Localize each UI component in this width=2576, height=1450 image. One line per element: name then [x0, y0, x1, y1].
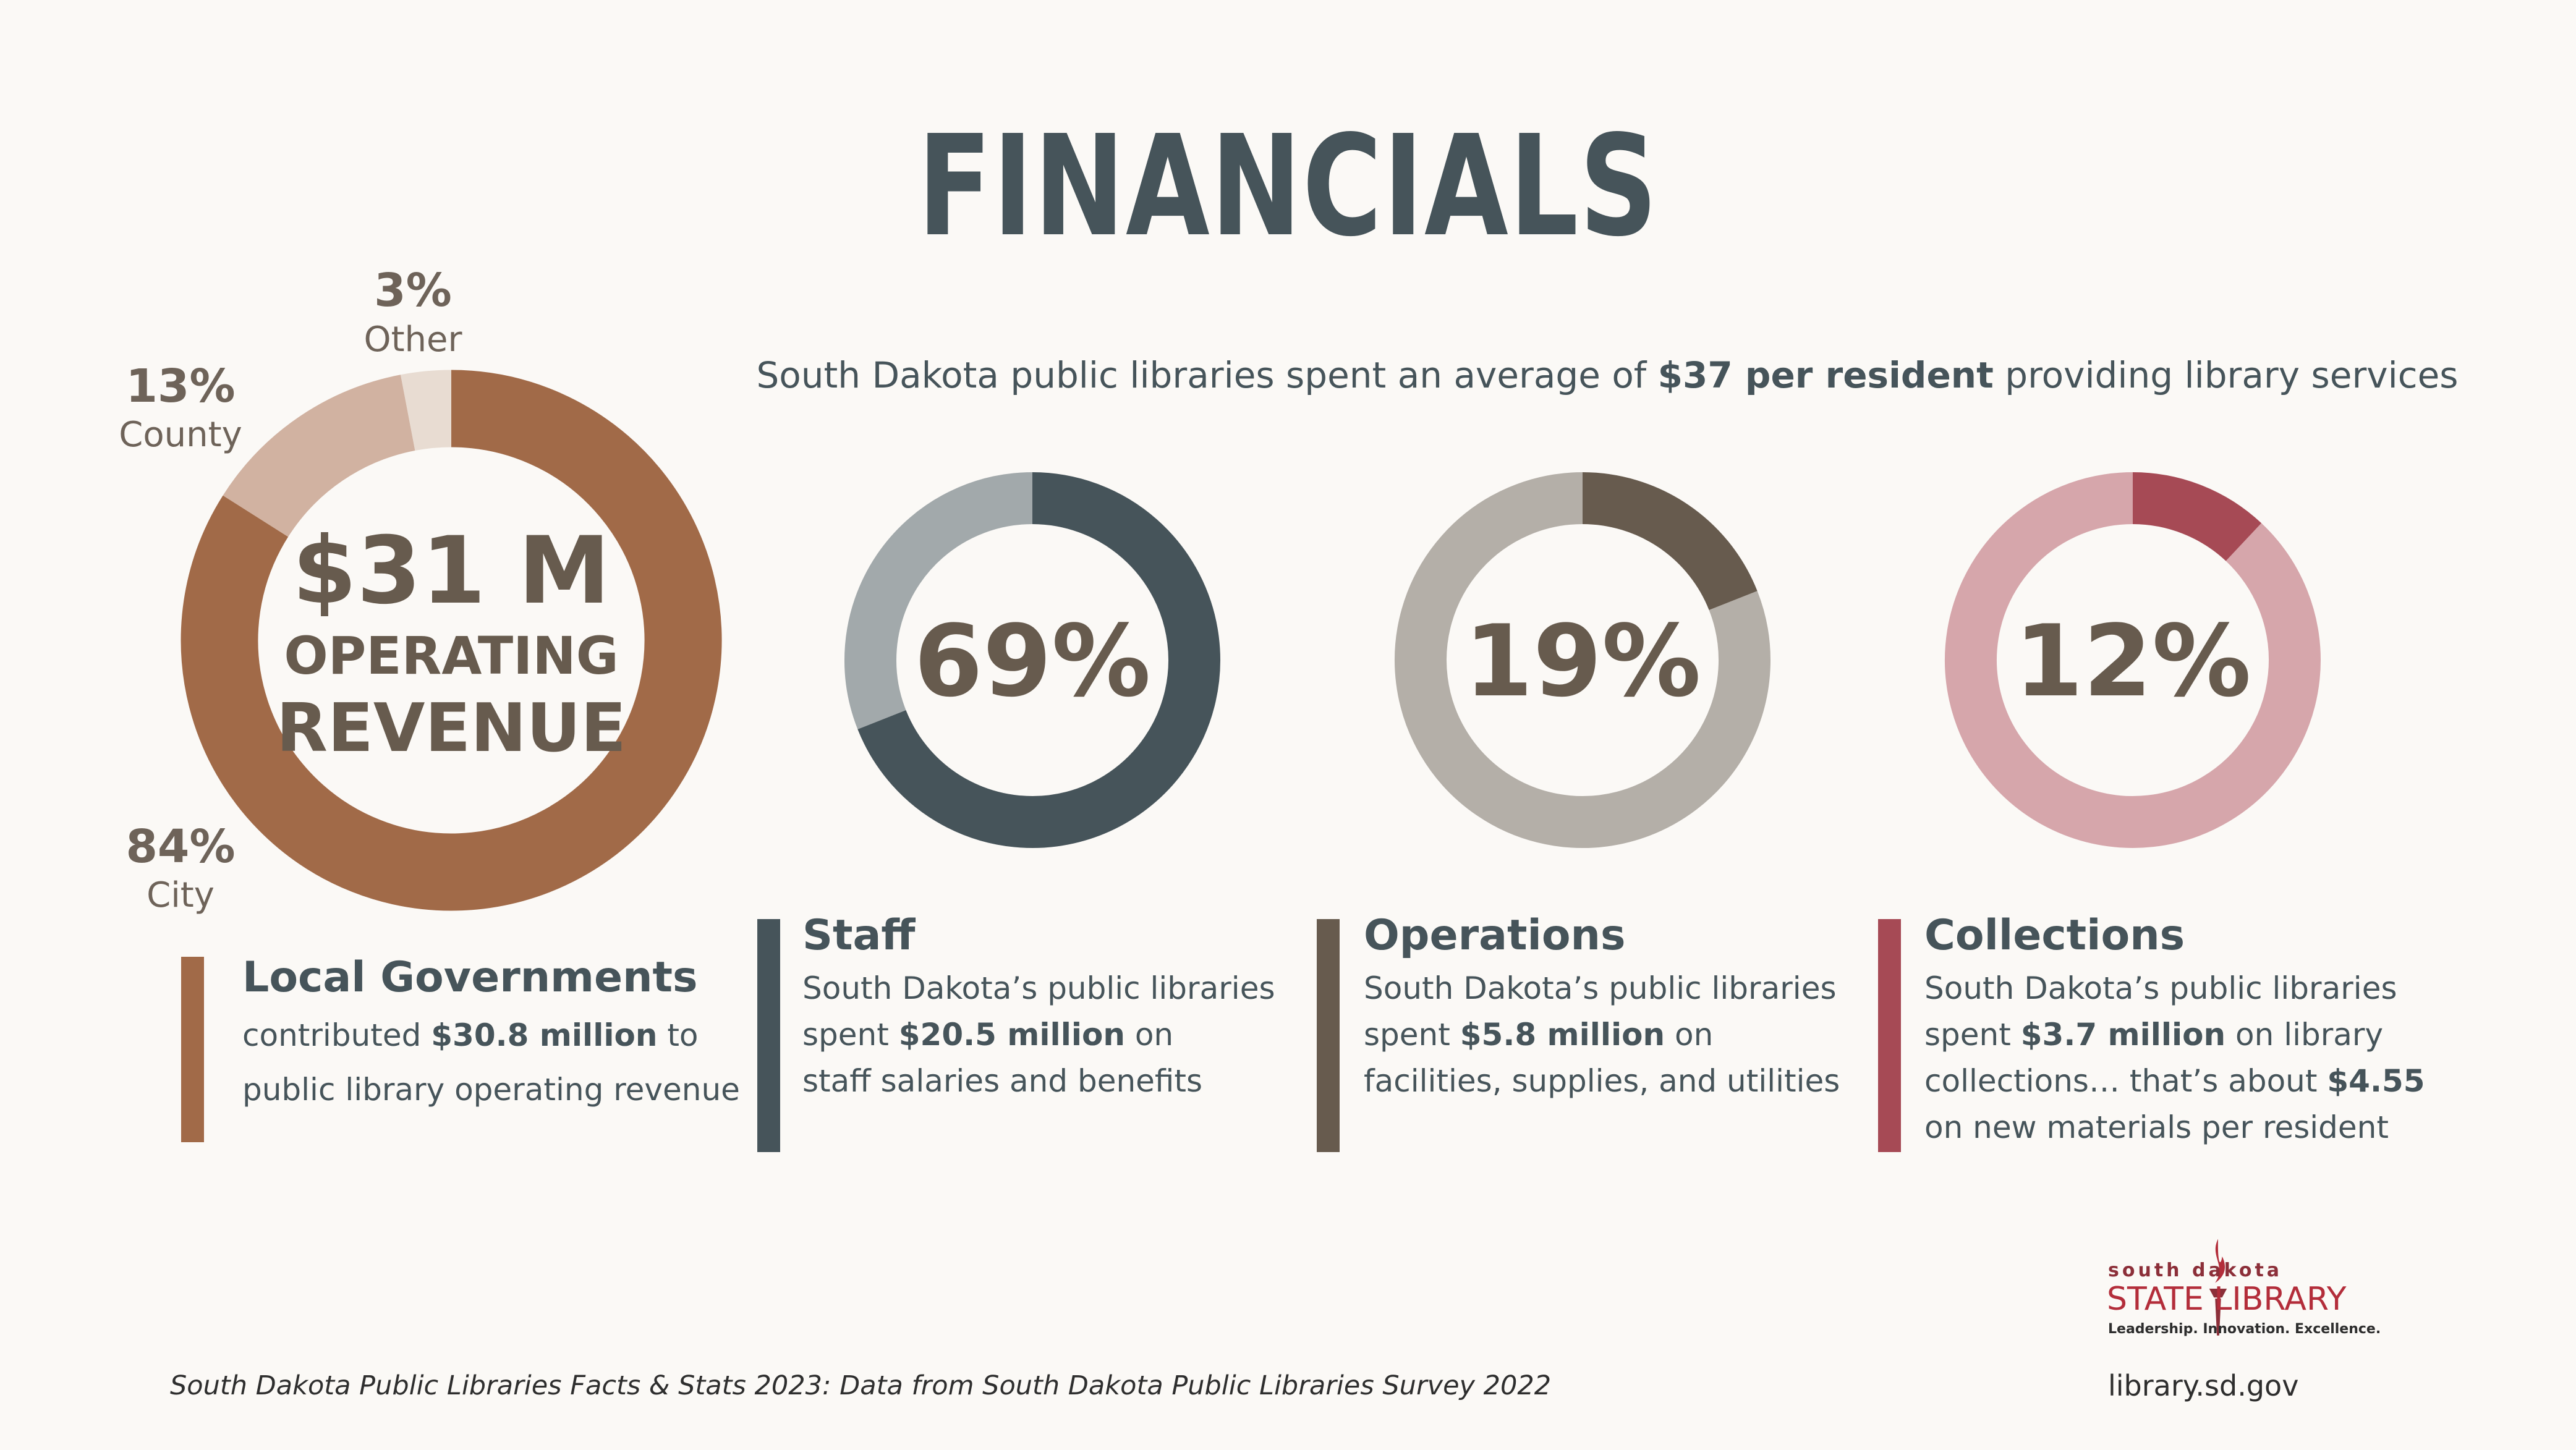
other-name-label: Other — [363, 320, 462, 360]
operations-share-arc — [1582, 472, 1758, 611]
collections-text-2c: on library — [2225, 1017, 2384, 1053]
staff-share-arc — [857, 472, 1220, 848]
collections-text-1: South Dakota’s public libraries — [1924, 970, 2397, 1006]
collections-remainder-arc — [1945, 472, 2321, 848]
staff-text: South Dakota’s public libraries spent $2… — [802, 965, 1275, 1104]
operations-text-2c: on — [1665, 1017, 1714, 1053]
logo-small-text: south dakota — [2108, 1260, 2283, 1281]
local-text-1b: $30.8 million — [431, 1017, 658, 1053]
collections-text: South Dakota’s public libraries spent $3… — [1924, 965, 2425, 1151]
staff-bar — [757, 919, 780, 1152]
operations-donut — [1395, 472, 1770, 848]
city-name-label: City — [147, 875, 215, 915]
local-governments-text: contributed $30.8 million to public libr… — [242, 1012, 740, 1113]
slice-other — [401, 370, 453, 451]
collections-text-3a: collections… that’s about — [1924, 1063, 2327, 1099]
operations-text-2a: spent — [1364, 1017, 1460, 1053]
revenue-center-amount: $31 M — [292, 517, 611, 625]
headline-suffix: providing library services — [1993, 354, 2459, 396]
footer-source: South Dakota Public Libraries Facts & St… — [170, 1370, 1552, 1401]
slice-county — [223, 375, 416, 538]
operations-bar — [1317, 919, 1340, 1152]
staff-title: Staff — [802, 911, 916, 960]
collections-share-arc — [2132, 472, 2262, 562]
staff-percent-label: 69% — [914, 603, 1151, 719]
local-text-1c: to — [657, 1017, 699, 1053]
logo-title-text: STATE LIBRARY — [2107, 1281, 2347, 1318]
headline-bold: $37 per resident — [1657, 354, 1994, 396]
collections-bar — [1878, 919, 1901, 1152]
revenue-donut-labels: 3% Other 13% County 84% City $31 M OPERA… — [119, 264, 626, 915]
headline: South Dakota public libraries spent an a… — [680, 354, 2535, 397]
staff-remainder-arc — [844, 472, 1033, 729]
staff-text-1: South Dakota’s public libraries — [802, 970, 1275, 1006]
collections-donut — [1945, 472, 2321, 848]
footer-url[interactable]: library.sd.gov — [2108, 1369, 2299, 1402]
collections-title: Collections — [1924, 911, 2185, 960]
operations-title: Operations — [1364, 911, 1626, 960]
staff-text-2c: on — [1124, 1017, 1174, 1053]
revenue-donut — [181, 370, 722, 911]
operations-text-3: facilities, supplies, and utilities — [1364, 1063, 1840, 1099]
staff-donut — [844, 472, 1220, 848]
local-governments-title: Local Governments — [242, 953, 698, 1002]
county-name-label: County — [119, 415, 242, 455]
collections-text-2a: spent — [1924, 1017, 2021, 1053]
local-governments-bar — [181, 957, 204, 1142]
city-percent-label: 84% — [125, 820, 235, 873]
revenue-center-line3: REVENUE — [276, 690, 626, 767]
collections-text-3b: $4.55 — [2327, 1063, 2425, 1099]
collections-percent-label: 12% — [2015, 603, 2251, 719]
county-percent-label: 13% — [125, 360, 235, 413]
local-text-1a: contributed — [242, 1017, 431, 1053]
collections-text-4: on new materials per resident — [1924, 1109, 2389, 1145]
local-text-2: public library operating revenue — [242, 1072, 740, 1108]
collections-text-2b: $3.7 million — [2020, 1017, 2226, 1053]
staff-text-2b: $20.5 million — [898, 1017, 1125, 1053]
staff-text-2a: spent — [802, 1017, 899, 1053]
other-percent-label: 3% — [374, 264, 452, 317]
operations-remainder-arc — [1395, 472, 1770, 848]
torch-icon — [2209, 1239, 2227, 1336]
operations-text: South Dakota’s public libraries spent $5… — [1364, 965, 1840, 1104]
revenue-center-line2: OPERATING — [284, 625, 618, 686]
staff-text-3: staff salaries and benefits — [802, 1063, 1203, 1099]
slice-city — [181, 370, 722, 911]
page-title: FINANCIALS — [917, 106, 1659, 268]
operations-text-1: South Dakota’s public libraries — [1364, 970, 1837, 1006]
headline-prefix: South Dakota public libraries spent an a… — [756, 354, 1658, 396]
operations-text-2b: $5.8 million — [1460, 1017, 1665, 1053]
logo-tagline: Leadership. Innovation. Excellence. — [2108, 1321, 2381, 1337]
operations-percent-label: 19% — [1464, 603, 1701, 719]
